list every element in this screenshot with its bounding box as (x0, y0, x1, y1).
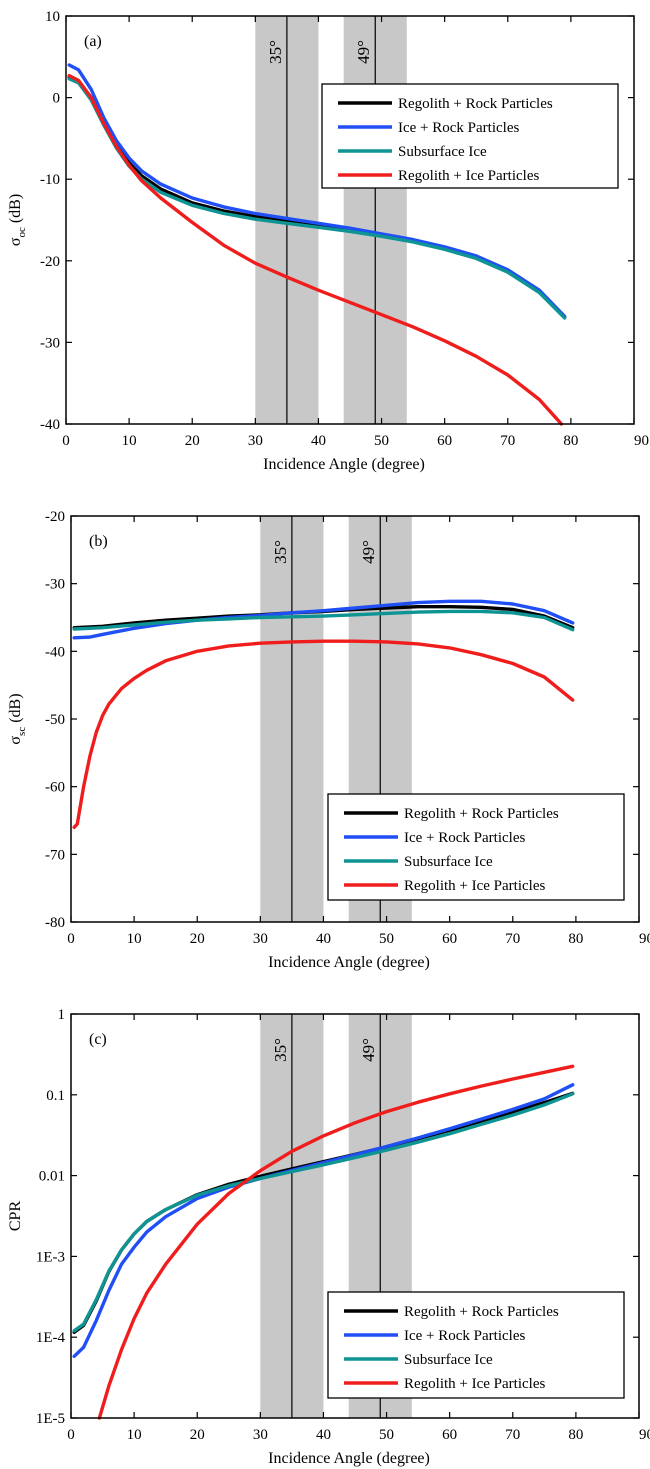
y-tick-label-a-1: -30 (40, 335, 60, 351)
x-tick-label-b-50: 50 (379, 931, 394, 947)
legend-label-b-4: Regolith + Ice Particles (404, 878, 545, 894)
panel-label-b: (b) (89, 533, 108, 550)
y-tick-label-b-5: -30 (45, 577, 65, 593)
y-axis-title-sub-a: oc (16, 227, 28, 238)
x-tick-label-b-40: 40 (316, 931, 331, 947)
x-tick-label-a-20: 20 (185, 433, 200, 449)
x-tick-label-c-10: 10 (127, 1427, 142, 1443)
x-tick-label-b-10: 10 (127, 931, 142, 947)
x-tick-label-a-90: 90 (634, 433, 649, 449)
angle-label-b-35: 35° (271, 540, 290, 564)
y-axis-title-main-b: σ (7, 736, 24, 745)
series-line-b-4 (72, 639, 575, 829)
angle-label-b-49: 49° (359, 540, 378, 564)
y-tick-label-b-0: -80 (45, 915, 65, 931)
y-tick-label-b-3: -50 (45, 712, 65, 728)
x-tick-label-c-90: 90 (639, 1427, 650, 1443)
series-line-c-3 (72, 1092, 575, 1333)
y-tick-label-a-5: 10 (45, 9, 60, 25)
y-tick-label-c-3: 0.01 (39, 1169, 65, 1185)
plot-frame-a (65, 15, 635, 425)
x-tick-label-b-70: 70 (505, 931, 520, 947)
x-tick-label-c-70: 70 (505, 1427, 520, 1443)
x-tick-label-a-30: 30 (248, 433, 263, 449)
y-axis-title-unit-a: (dB) (7, 194, 24, 227)
x-axis-title-a: Incidence Angle (degree) (263, 456, 425, 473)
x-tick-label-c-0: 0 (67, 1427, 75, 1443)
x-tick-label-a-10: 10 (122, 433, 137, 449)
y-axis-title-main-a: σ (7, 237, 24, 246)
y-axis-title-c: CPR (7, 1201, 24, 1232)
y-tick-label-c-1: 1E-4 (36, 1330, 66, 1346)
x-tick-label-c-80: 80 (568, 1427, 583, 1443)
x-tick-label-c-30: 30 (253, 1427, 268, 1443)
series-line-a-4 (67, 73, 564, 426)
x-tick-label-c-50: 50 (379, 1427, 394, 1443)
x-tick-label-b-30: 30 (253, 931, 268, 947)
series-line-b-3 (72, 609, 575, 632)
x-tick-label-a-50: 50 (374, 433, 389, 449)
y-tick-label-b-2: -60 (45, 780, 65, 796)
y-tick-label-a-2: -20 (40, 254, 60, 270)
angle-label-c-35: 35° (271, 1038, 290, 1062)
x-tick-label-b-80: 80 (568, 931, 583, 947)
y-tick-label-c-0: 1E-5 (36, 1411, 65, 1427)
legend-label-b-1: Regolith + Rock Particles (404, 806, 559, 822)
legend-label-b-2: Ice + Rock Particles (404, 830, 525, 846)
y-tick-label-b-4: -40 (45, 644, 65, 660)
y-axis-title-unit-b: (dB) (7, 693, 24, 726)
y-tick-label-a-3: -10 (40, 172, 60, 188)
x-tick-label-b-90: 90 (639, 931, 650, 947)
y-axis-title-a: σoc (dB) (7, 194, 28, 246)
x-tick-label-a-60: 60 (437, 433, 452, 449)
x-tick-label-b-20: 20 (190, 931, 205, 947)
legend-label-c-4: Regolith + Ice Particles (404, 1376, 545, 1392)
x-tick-label-a-80: 80 (563, 433, 578, 449)
chart-b: 35° 49° 0 10 20 30 40 50 60 70 80 90 -80 -70 -60 -50 -40… (7, 509, 650, 971)
legend-label-a-3: Subsurface Ice (398, 144, 487, 160)
y-tick-label-a-4: 0 (53, 91, 61, 107)
plot-frame-c (70, 1013, 640, 1419)
legend-label-b-3: Subsurface Ice (404, 854, 493, 870)
y-tick-label-b-1: -70 (45, 847, 65, 863)
x-tick-label-a-0: 0 (62, 433, 70, 449)
legend-label-a-2: Ice + Rock Particles (398, 120, 519, 136)
x-tick-label-a-70: 70 (500, 433, 515, 449)
x-axis-title-b: Incidence Angle (degree) (268, 954, 430, 971)
y-tick-label-c-4: 0.1 (46, 1088, 65, 1104)
angle-label-c-49: 49° (359, 1038, 378, 1062)
x-tick-label-b-60: 60 (442, 931, 457, 947)
y-axis-title-sub-b: sc (16, 727, 28, 736)
x-tick-label-c-20: 20 (190, 1427, 205, 1443)
y-tick-label-a-0: -40 (40, 417, 60, 433)
y-tick-label-b-6: -20 (45, 509, 65, 525)
legend-label-c-3: Subsurface Ice (404, 1352, 493, 1368)
x-tick-label-b-0: 0 (67, 931, 75, 947)
x-tick-label-a-40: 40 (311, 433, 326, 449)
y-axis-title-main-c: CPR (7, 1201, 24, 1232)
angle-label-a-49: 49° (354, 40, 373, 64)
legend-label-a-4: Regolith + Ice Particles (398, 168, 539, 184)
series-line-c-4 (97, 1064, 575, 1420)
x-axis-title-c: Incidence Angle (degree) (268, 1450, 430, 1467)
y-tick-label-c-2: 1E-3 (36, 1249, 65, 1265)
series-line-b-2 (72, 599, 575, 640)
y-axis-title-b: σsc (dB) (7, 693, 28, 744)
chart-c: 35° 49° 0 10 20 30 40 50 60 70 80 90 1E-5 1E-4 1E-3 0.0… (7, 1007, 650, 1467)
x-tick-label-c-40: 40 (316, 1427, 331, 1443)
legend-label-a-1: Regolith + Rock Particles (398, 96, 553, 112)
angle-label-a-35: 35° (266, 40, 285, 64)
chart-a: 35° 49° 0 10 20 30 40 50 60 70 80 90 -40 -30 -20 -10 0 10… (7, 9, 649, 473)
x-tick-label-c-60: 60 (442, 1427, 457, 1443)
series-line-a-2 (67, 63, 567, 318)
panel-label-a: (a) (84, 33, 102, 50)
y-tick-label-c-5: 1 (58, 1007, 66, 1023)
legend-box-c (327, 1291, 625, 1399)
legend-label-c-1: Regolith + Rock Particles (404, 1304, 559, 1320)
legend-label-c-2: Ice + Rock Particles (404, 1328, 525, 1344)
panel-label-c: (c) (89, 1031, 107, 1048)
